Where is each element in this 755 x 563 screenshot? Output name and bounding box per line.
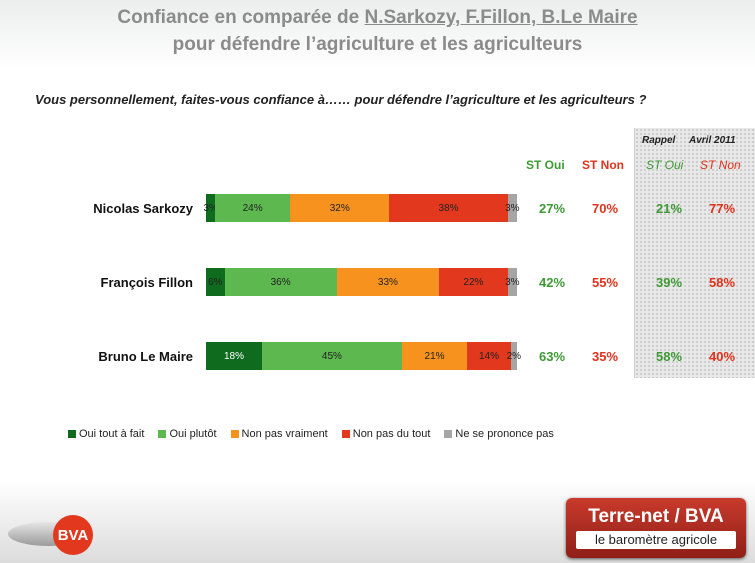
data-label: 3% (505, 276, 520, 288)
legend-item: Non pas vraiment (230, 428, 328, 440)
bar-segment: 3% (505, 194, 520, 222)
terrenet-barometre-logo: Terre-net / BVA le baromètre agricole (566, 498, 746, 558)
legend-swatch (68, 430, 76, 438)
row-label: Nicolas Sarkozy (93, 201, 193, 216)
data-label: 22% (463, 276, 484, 288)
st-oui-value: 63% (538, 349, 566, 364)
st-non-header: ST Non (582, 158, 624, 172)
row-label: François Fillon (100, 275, 193, 290)
avril-2011-label: Avril 2011 (689, 135, 736, 146)
legend-swatch (444, 430, 453, 438)
data-label: 36% (270, 276, 291, 288)
bar-segment: 33% (336, 268, 440, 296)
legend-swatch (158, 430, 167, 438)
bar-segment: 21% (401, 342, 468, 370)
legend-item: Non pas du tout (341, 428, 431, 440)
bar-segment: 38% (389, 194, 508, 222)
bva-logo-mark: BVA (53, 515, 93, 555)
bar-segment: 24% (215, 194, 290, 222)
terrenet-logo-title: Terre-net / BVA (588, 506, 724, 527)
bar-segment: 32% (289, 194, 390, 222)
rappel-panel (634, 128, 755, 378)
rappel-st-non-header: ST Non (700, 158, 741, 172)
data-label: 24% (242, 202, 263, 214)
chart-title-line2: pour défendre l’agriculture et les agric… (172, 34, 583, 55)
data-label: 21% (424, 350, 445, 362)
st-oui-header: ST Oui (526, 158, 565, 172)
legend-swatch (230, 430, 239, 438)
chart-title-line1: Confiance en comparée de N.Sarkozy, F.Fi… (0, 6, 755, 29)
bva-logo: BVA (8, 515, 103, 555)
bar-segment: 3% (203, 194, 218, 222)
bar-segment: 6% (206, 268, 225, 296)
data-label: 38% (438, 202, 459, 214)
bar-segment: 3% (505, 268, 520, 296)
st-non-value: 55% (591, 275, 619, 290)
rappel-label: Rappel (642, 135, 676, 146)
bar-segment: 14% (467, 342, 511, 370)
st-non-value: 70% (591, 201, 619, 216)
data-label: 45% (321, 350, 342, 362)
legend-label: Ne se prononce pas (455, 428, 554, 440)
chart-legend: Oui tout à fait Oui plutôt Non pas vraimen… (68, 428, 554, 440)
bar-segment: 45% (261, 342, 402, 370)
legend-swatch (341, 430, 350, 438)
rappel-st-oui-value: 21% (655, 201, 683, 216)
bar-segment: 18% (206, 342, 262, 370)
stacked-bar: 18% 45% 21% 14% 2% (206, 342, 521, 370)
rappel-st-oui-value: 39% (655, 275, 683, 290)
data-label: 32% (329, 202, 350, 214)
rappel-st-non-value: 40% (708, 349, 736, 364)
rappel-st-oui-header: ST Oui (646, 158, 684, 172)
stacked-bar: 3% 24% 32% 38% 3% (203, 194, 520, 222)
legend-item: Oui tout à fait (68, 428, 144, 440)
rappel-st-non-value: 77% (708, 201, 736, 216)
data-label: 2% (506, 350, 522, 362)
survey-question: Vous personnellement, faites-vous confia… (35, 92, 647, 107)
data-label: 3% (203, 202, 218, 214)
st-oui-value: 27% (538, 201, 566, 216)
data-label: 18% (223, 350, 244, 362)
title-names: N.Sarkozy, F.Fillon, B.Le Maire (364, 7, 638, 28)
bar-segment: 2% (507, 342, 521, 370)
st-non-value: 35% (591, 349, 619, 364)
stacked-bar: 6% 36% 33% 22% 3% (206, 268, 520, 296)
title-prefix: Confiance en comparée de (117, 7, 365, 28)
data-label: 33% (377, 276, 398, 288)
legend-label: Non pas vraiment (241, 428, 328, 440)
legend-label: Oui tout à fait (79, 428, 145, 440)
rappel-st-non-value: 58% (708, 275, 736, 290)
bar-segment: 36% (224, 268, 337, 296)
rappel-st-oui-value: 58% (655, 349, 683, 364)
terrenet-logo-subtitle: le baromètre agricole (576, 531, 736, 549)
legend-label: Oui plutôt (169, 428, 217, 440)
legend-label: Non pas du tout (352, 428, 431, 440)
data-label: 6% (208, 276, 223, 288)
data-label: 3% (505, 202, 520, 214)
legend-item: Ne se prononce pas (444, 428, 554, 440)
legend-item: Oui plutôt (158, 428, 217, 440)
data-label: 14% (478, 350, 499, 362)
st-oui-value: 42% (538, 275, 566, 290)
bar-segment: 22% (439, 268, 508, 296)
row-label: Bruno Le Maire (98, 349, 193, 364)
